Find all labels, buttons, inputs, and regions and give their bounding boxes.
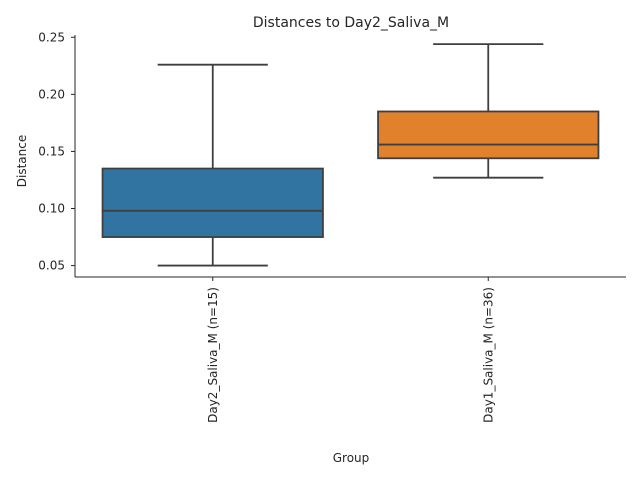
y-tick-label: 0.10 bbox=[38, 202, 65, 216]
iqr-box bbox=[377, 110, 600, 160]
y-tick-label: 0.15 bbox=[38, 144, 65, 158]
y-tick-label: 0.25 bbox=[38, 30, 65, 44]
y-axis-label: Distance bbox=[15, 135, 29, 187]
y-ticks: 0.05 0.10 0.15 0.20 0.25 bbox=[38, 30, 75, 273]
x-tick-label: Day2_Saliva_M (n=15) bbox=[206, 287, 220, 423]
x-tick-label: Day1_Saliva_M (n=36) bbox=[481, 287, 495, 423]
box-group bbox=[101, 63, 324, 267]
x-ticks: Day2_Saliva_M (n=15) Day1_Saliva_M (n=36) bbox=[206, 277, 495, 423]
iqr-box bbox=[101, 167, 324, 238]
chart-title: Distances to Day2_Saliva_M bbox=[253, 15, 449, 31]
y-tick-label: 0.05 bbox=[38, 259, 65, 273]
boxes bbox=[101, 43, 600, 267]
box-group bbox=[377, 43, 600, 179]
x-axis-label: Group bbox=[333, 451, 370, 465]
y-tick-label: 0.20 bbox=[38, 87, 65, 101]
